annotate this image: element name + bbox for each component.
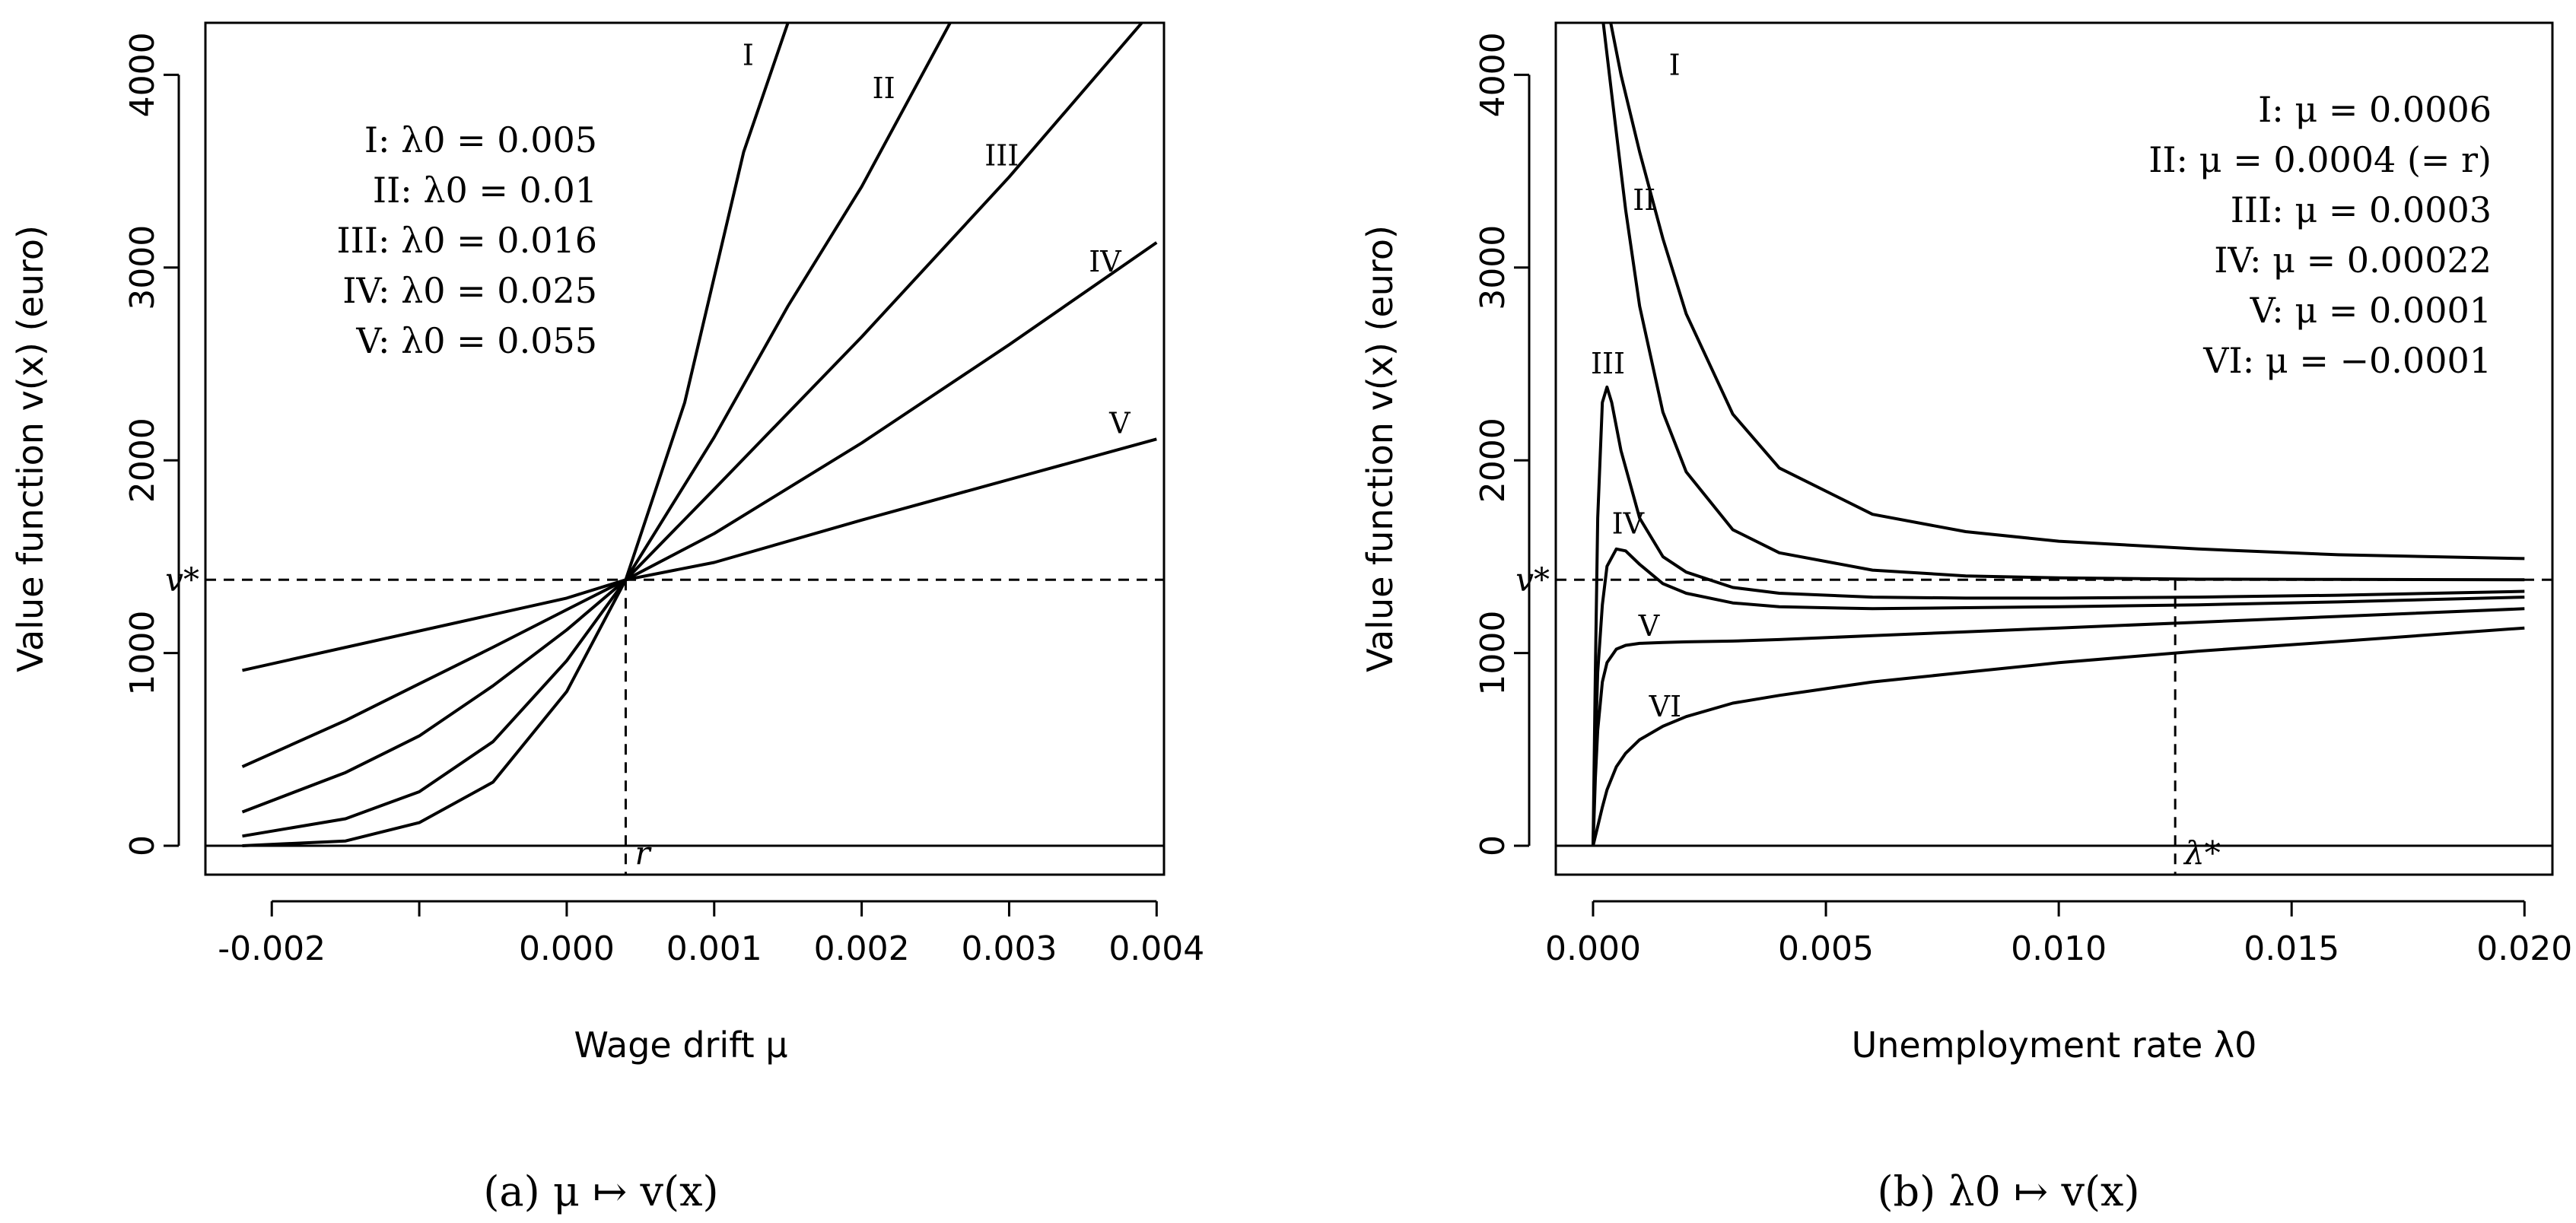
panel-a-hline-label: v* bbox=[165, 561, 199, 598]
panel-a-gridlines bbox=[205, 578, 1164, 875]
panel-b-series-label-VI: VI bbox=[1649, 690, 1681, 723]
panel-a-y-tick-label: 4000 bbox=[123, 32, 162, 117]
panel-a-legend-entry: II: λ0 = 0.01 bbox=[373, 170, 597, 211]
panel-b-plot-frame bbox=[1554, 21, 2554, 876]
panel-a-x-tick-label: 0.001 bbox=[666, 929, 762, 968]
panel-a-series-I bbox=[242, 23, 790, 847]
panel-a-y-tick-label: 2000 bbox=[123, 418, 162, 503]
panel-b-series-label-IV: IV bbox=[1612, 507, 1645, 540]
panel-b-hline-label: v* bbox=[1515, 561, 1550, 598]
panel-a-y-tick-label: 3000 bbox=[123, 225, 162, 310]
panel-b-x-tick-label: 0.020 bbox=[2476, 929, 2572, 968]
panel-a-legend: I: λ0 = 0.005 II: λ0 = 0.01 III: λ0 = 0.… bbox=[336, 119, 597, 361]
panel-a-series-label-I: I bbox=[743, 39, 754, 72]
panel-b-legend-entry: IV: μ = 0.00022 bbox=[2214, 240, 2492, 281]
panel-b-x-tick-label: 0.000 bbox=[1545, 929, 1641, 968]
panel-a-x-tick-label: 0.000 bbox=[519, 929, 615, 968]
panel-a-series-V bbox=[242, 437, 1157, 672]
panel-a-series-label-V: V bbox=[1108, 407, 1131, 440]
panel-b-y-axis-label: Value function v(x) (euro) bbox=[1360, 225, 1401, 672]
panel-b-legend-entry: VI: μ = −0.0001 bbox=[2202, 340, 2492, 381]
panel-a-plot-frame bbox=[204, 21, 1166, 876]
panel-b-y-tick-label: 1000 bbox=[1474, 611, 1512, 696]
panel-b-gridlines bbox=[1556, 578, 2552, 875]
panel-b-caption: (b) λ0 ↦ v(x) bbox=[1877, 1167, 2139, 1215]
panel-a-x-tick-label: 0.003 bbox=[961, 929, 1057, 968]
panel-a-legend-entry: I: λ0 = 0.005 bbox=[364, 119, 597, 160]
panel-a-legend-entry: III: λ0 = 0.016 bbox=[336, 220, 597, 261]
panel-a-series-III bbox=[241, 23, 1143, 814]
panel-b-legend-entry: II: μ = 0.0004 (= r) bbox=[2148, 139, 2492, 180]
panel-b-ticks: 0.000 0.005 0.010 0.015 0.020 0 1000 2000 3000 40… bbox=[1474, 32, 2572, 968]
panel-a-x-axis-label: Wage drift μ bbox=[574, 1024, 787, 1066]
panel-a-legend-entry: IV: λ0 = 0.025 bbox=[342, 270, 597, 311]
panel-b-x-tick-label: 0.010 bbox=[2011, 929, 2107, 968]
panel-b-series-VI bbox=[1592, 626, 2525, 847]
panel-b: 0.000 0.005 0.010 0.015 0.020 0 1000 2000 3000 40… bbox=[1360, 21, 2572, 1215]
panel-b-series-I bbox=[1609, 23, 2525, 561]
panel-b-y-tick-label: 2000 bbox=[1474, 418, 1512, 503]
panel-b-series bbox=[1592, 23, 2525, 847]
panel-a-series-IV bbox=[241, 241, 1158, 768]
panel-b-vline-label: λ* bbox=[2183, 834, 2221, 872]
panel-a-series-label-II: II bbox=[873, 71, 895, 105]
panel-a-series-label-IV: IV bbox=[1089, 245, 1121, 278]
panel-a-x-tick-label: 0.004 bbox=[1108, 929, 1204, 968]
panel-b-series-label-I: I bbox=[1669, 48, 1681, 81]
panel-b-x-tick-label: 0.015 bbox=[2244, 929, 2339, 968]
panel-b-series-IV bbox=[1592, 547, 2525, 847]
panel-a-legend-entry: V: λ0 = 0.055 bbox=[355, 320, 597, 361]
panel-a-x-tick-label: -0.002 bbox=[218, 929, 326, 968]
panel-b-series-label-II: II bbox=[1633, 183, 1655, 217]
panel-b-legend: I: μ = 0.0006 II: μ = 0.0004 (= r) III: … bbox=[2148, 89, 2492, 381]
panel-a-series bbox=[241, 23, 1158, 847]
panel-b-legend-entry: V: μ = 0.0001 bbox=[2250, 290, 2492, 331]
panel-b-series-label-III: III bbox=[1591, 347, 1625, 380]
panel-a-y-tick-label: 0 bbox=[123, 835, 162, 856]
panel-a-caption: (a) μ ↦ v(x) bbox=[483, 1167, 718, 1215]
panel-a-vline-label: r bbox=[634, 834, 652, 872]
panel-b-series-V bbox=[1592, 607, 2525, 847]
panel-b-series-II bbox=[1601, 23, 2525, 582]
panel-b-x-tick-label: 0.005 bbox=[1778, 929, 1874, 968]
panel-b-y-tick-label: 4000 bbox=[1474, 32, 1512, 117]
panel-b-y-tick-label: 3000 bbox=[1474, 225, 1512, 310]
panel-a: -0.002 0.000 0.001 0.002 0.003 0.004 0 1000 2000… bbox=[10, 21, 1204, 1215]
panel-b-legend-entry: III: μ = 0.0003 bbox=[2231, 189, 2492, 230]
panel-a-series-II bbox=[242, 23, 952, 838]
panel-a-series-label-III: III bbox=[984, 139, 1019, 173]
panel-a-ticks: -0.002 0.000 0.001 0.002 0.003 0.004 0 1000 2000… bbox=[123, 32, 1204, 968]
panel-b-legend-entry: I: μ = 0.0006 bbox=[2258, 89, 2492, 130]
panel-b-y-tick-label: 0 bbox=[1474, 835, 1512, 856]
panel-a-y-axis-label: Value function v(x) (euro) bbox=[10, 225, 51, 672]
panel-b-series-III bbox=[1592, 385, 2525, 847]
panel-a-y-tick-label: 1000 bbox=[123, 611, 162, 696]
panel-b-series-label-V: V bbox=[1638, 609, 1660, 643]
panel-a-x-tick-label: 0.002 bbox=[814, 929, 910, 968]
panel-b-x-axis-label: Unemployment rate λ0 bbox=[1852, 1024, 2257, 1066]
